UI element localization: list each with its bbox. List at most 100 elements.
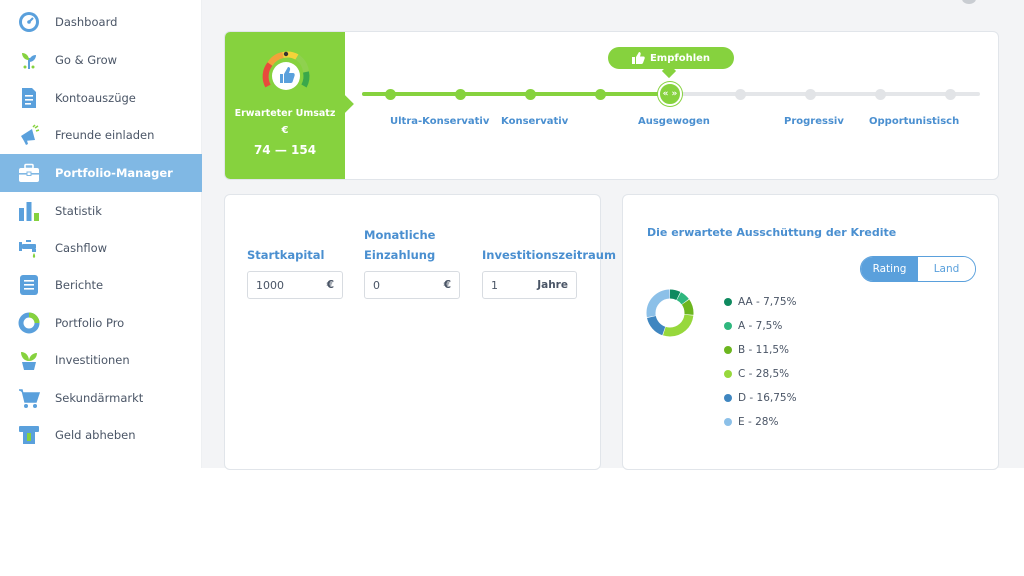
sidebar-item-label: Cashflow — [55, 241, 108, 255]
legend-label: AA - 7,75% — [738, 296, 797, 308]
currency-suffix: € — [326, 279, 334, 291]
briefcase-icon — [19, 163, 39, 182]
sidebar-item-dashboard[interactable]: Dashboard — [0, 3, 202, 41]
tier-ausgewogen[interactable]: Ausgewogen — [638, 116, 710, 127]
legend-swatch — [724, 370, 732, 378]
report-list-icon — [20, 275, 38, 295]
recommended-label: Empfohlen — [649, 52, 711, 64]
einzahlung-label-line2: Einzahlung — [364, 248, 436, 262]
toggle-land[interactable]: Land — [918, 257, 975, 281]
legend-swatch — [724, 418, 732, 426]
risk-profile-card: Erwarteter Umsatz € 74 — 154 — [224, 31, 999, 180]
sidebar-item-portfolio-manager[interactable]: Portfolio-Manager — [0, 154, 202, 192]
shopping-cart-icon — [19, 389, 40, 408]
sidebar-item-label: Investitionen — [55, 353, 130, 367]
zeitraum-field: Jahre — [482, 271, 577, 299]
distribution-title: Die erwartete Ausschüttung der Kredite — [647, 226, 897, 239]
expected-revenue-panel: Erwarteter Umsatz € 74 — 154 — [225, 32, 345, 179]
atm-withdraw-icon — [19, 426, 39, 444]
donut-slice — [646, 289, 694, 337]
sidebar-item-label: Sekundärmarkt — [55, 391, 144, 405]
tier-konservativ[interactable]: Konservativ — [501, 116, 569, 127]
sidebar-item-freunde-einladen[interactable]: Freunde einladen — [0, 116, 202, 154]
einzahlung-field: € — [364, 271, 460, 299]
startkapital-label: Startkapital — [247, 248, 325, 262]
legend-swatch — [724, 322, 732, 330]
risk-slider-step[interactable] — [455, 88, 466, 100]
avatar-edge[interactable] — [962, 0, 976, 4]
thumbs-up-gauge-icon — [262, 51, 310, 90]
sidebar-item-label: Go & Grow — [55, 53, 118, 67]
sidebar-item-label: Freunde einladen — [55, 128, 155, 142]
recommended-badge: Empfohlen — [608, 47, 734, 69]
legend-item: E - 28% — [724, 415, 778, 429]
sidebar-item-label: Dashboard — [55, 15, 118, 29]
legend-label: E - 28% — [738, 416, 779, 428]
legend-swatch — [724, 394, 732, 402]
legend-swatch — [724, 298, 732, 306]
risk-slider-step[interactable] — [735, 88, 746, 100]
calculator-card — [224, 194, 601, 470]
sidebar-item-kontoauszuege[interactable]: Kontoauszüge — [0, 79, 202, 117]
legend-item: D - 16,75% — [724, 391, 797, 405]
dashboard-gauge-icon — [19, 12, 39, 32]
megaphone-icon — [21, 124, 40, 145]
legend-item: A - 7,5% — [724, 319, 782, 333]
sidebar-item-label: Statistik — [55, 204, 102, 218]
sidebar-item-statistik[interactable]: Statistik — [0, 192, 202, 230]
faucet-icon — [19, 240, 36, 258]
distribution-card — [622, 194, 999, 470]
zeitraum-label: Investitionszeitraum — [482, 248, 616, 262]
rating-land-toggle: Rating Land — [860, 256, 976, 282]
risk-slider-step[interactable] — [945, 88, 956, 100]
document-icon — [22, 88, 36, 108]
risk-slider-handle[interactable]: « » — [658, 82, 682, 106]
tier-opportunistisch[interactable]: Opportunistisch — [869, 116, 960, 127]
risk-slider-step[interactable] — [525, 88, 536, 100]
expected-revenue-range: 74 — 154 — [253, 143, 317, 157]
legend-label: A - 7,5% — [738, 320, 783, 332]
sidebar-item-cashflow[interactable]: Cashflow — [0, 229, 202, 267]
legend-item: C - 28,5% — [724, 367, 789, 381]
expected-revenue-title: Erwarteter Umsatz — [234, 108, 336, 119]
currency-suffix: € — [443, 279, 451, 291]
startkapital-input[interactable] — [256, 272, 316, 298]
sidebar: Dashboard Go & Grow Kontoauszüge — [0, 0, 202, 468]
bar-chart-icon — [19, 202, 39, 221]
sidebar-item-berichte[interactable]: Berichte — [0, 266, 202, 304]
sidebar-item-investitionen[interactable]: Investitionen — [0, 341, 202, 379]
risk-slider-step[interactable] — [805, 88, 816, 100]
risk-slider-step[interactable] — [875, 88, 886, 100]
sidebar-item-label: Portfolio Pro — [55, 316, 125, 330]
donut-slice — [646, 289, 694, 337]
sidebar-item-portfolio-pro[interactable]: Portfolio Pro — [0, 304, 202, 342]
donut-slice — [646, 289, 694, 337]
legend-label: D - 16,75% — [738, 392, 797, 404]
startkapital-field: € — [247, 271, 343, 299]
sidebar-item-sekundaermarkt[interactable]: Sekundärmarkt — [0, 379, 202, 417]
tier-progressiv[interactable]: Progressiv — [784, 116, 844, 127]
risk-slider-step[interactable] — [385, 88, 396, 100]
legend-item: AA - 7,75% — [724, 295, 796, 309]
zeitraum-input[interactable] — [491, 272, 531, 298]
legend-swatch — [724, 346, 732, 354]
potted-plant-icon — [21, 352, 37, 370]
einzahlung-input[interactable] — [373, 272, 433, 298]
legend-label: B - 11,5% — [738, 344, 790, 356]
sidebar-item-label: Berichte — [55, 278, 104, 292]
sidebar-item-geld-abheben[interactable]: Geld abheben — [0, 416, 202, 454]
expected-revenue-currency: € — [281, 125, 289, 136]
toggle-rating[interactable]: Rating — [861, 257, 918, 281]
sidebar-item-go-grow[interactable]: Go & Grow — [0, 41, 202, 79]
sidebar-item-label: Kontoauszüge — [55, 91, 136, 105]
years-suffix: Jahre — [537, 279, 568, 291]
distribution-donut-chart — [646, 289, 694, 337]
risk-slider-step[interactable] — [595, 88, 606, 100]
tier-ultra-konservativ[interactable]: Ultra-Konservativ — [390, 116, 490, 127]
plant-sprout-icon — [22, 53, 36, 69]
thumbs-up-icon — [631, 52, 645, 64]
einzahlung-label-line1: Monatliche — [364, 228, 436, 242]
legend-label: C - 28,5% — [738, 368, 790, 380]
ring-chart-icon — [18, 312, 40, 334]
